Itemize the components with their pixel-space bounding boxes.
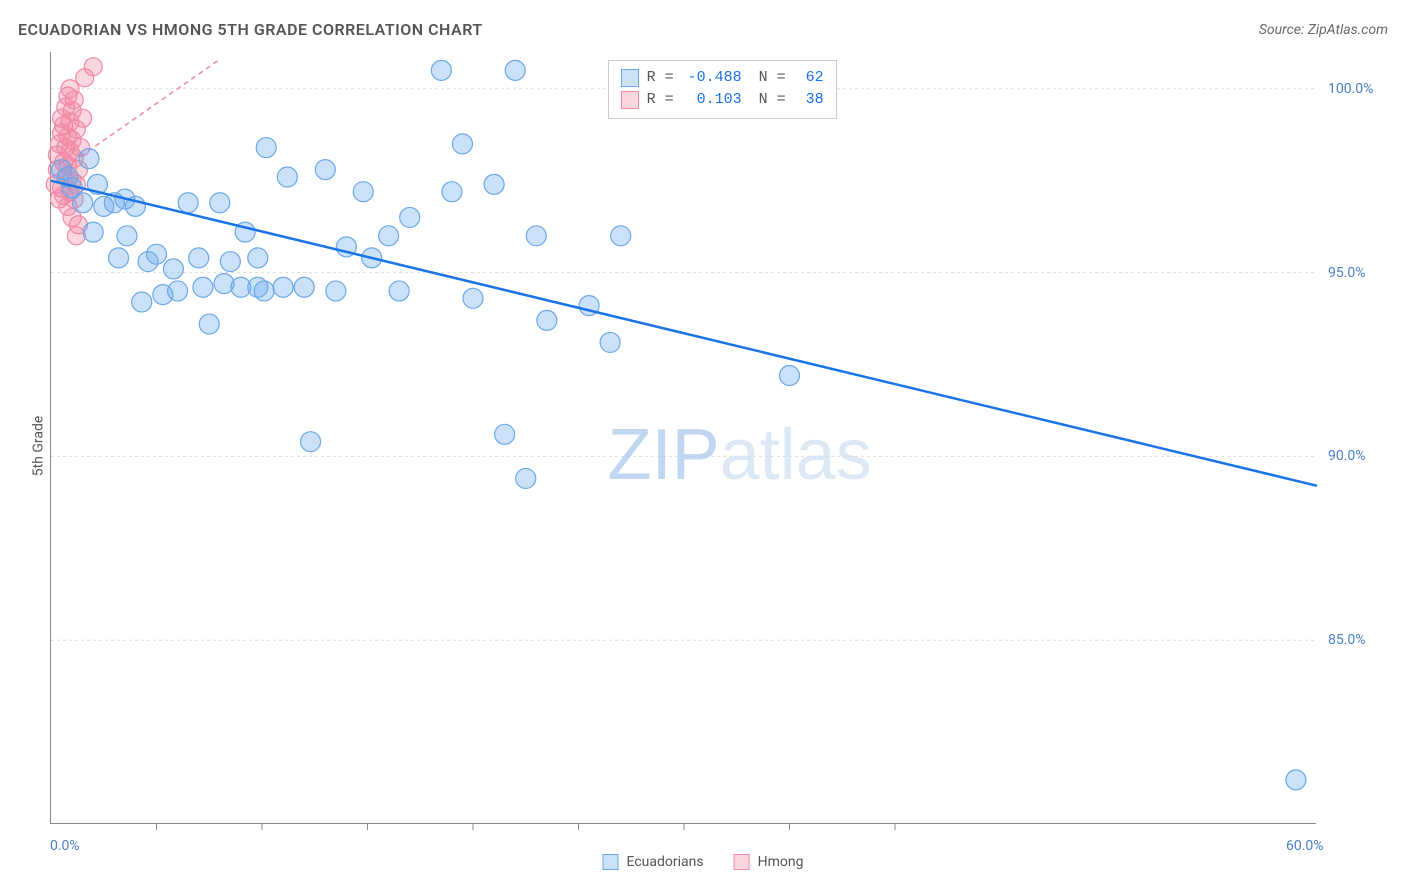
stats-row-1: R = -0.488 N = 62: [621, 67, 824, 90]
stat-r-label-2: R =: [647, 89, 674, 112]
source-attribution: Source: ZipAtlas.com: [1259, 22, 1388, 38]
chart-title: ECUADORIAN VS HMONG 5TH GRADE CORRELATIO…: [18, 20, 483, 39]
stat-n-value-2: 38: [794, 89, 824, 112]
stat-n-label-1: N =: [750, 67, 786, 90]
stat-r-label-1: R =: [647, 67, 674, 90]
stats-swatch-hmong: [621, 91, 639, 109]
y-axis-label: 5th Grade: [30, 416, 46, 477]
y-tick-label: 95.0%: [1328, 265, 1366, 281]
stat-n-label-2: N =: [750, 89, 786, 112]
stat-r-value-2: 0.103: [682, 89, 742, 112]
legend-swatch-hmong: [734, 854, 750, 870]
stats-swatch-ecuadorians: [621, 69, 639, 87]
legend-item-ecuadorians: Ecuadorians: [603, 854, 704, 870]
x-tick-label: 0.0%: [50, 838, 80, 854]
stat-n-value-1: 62: [794, 67, 824, 90]
legend-label-ecuadorians: Ecuadorians: [627, 854, 704, 870]
plot-svg: [51, 52, 1316, 823]
legend-swatch-ecuadorians: [603, 854, 619, 870]
legend-label-hmong: Hmong: [758, 854, 804, 870]
y-tick-label: 100.0%: [1328, 81, 1373, 97]
scatter-plot-area: ZIPatlas R = -0.488 N = 62 R = 0.103 N =…: [50, 52, 1316, 824]
stats-row-2: R = 0.103 N = 38: [621, 89, 824, 112]
chart-container: ECUADORIAN VS HMONG 5TH GRADE CORRELATIO…: [0, 0, 1406, 892]
x-tick-label: 60.0%: [1286, 838, 1324, 854]
legend-bottom: Ecuadorians Hmong: [603, 854, 804, 870]
stat-r-value-1: -0.488: [682, 67, 742, 90]
y-tick-label: 90.0%: [1328, 448, 1366, 464]
y-tick-label: 85.0%: [1328, 632, 1366, 648]
legend-item-hmong: Hmong: [734, 854, 804, 870]
stats-box: R = -0.488 N = 62 R = 0.103 N = 38: [608, 60, 837, 119]
